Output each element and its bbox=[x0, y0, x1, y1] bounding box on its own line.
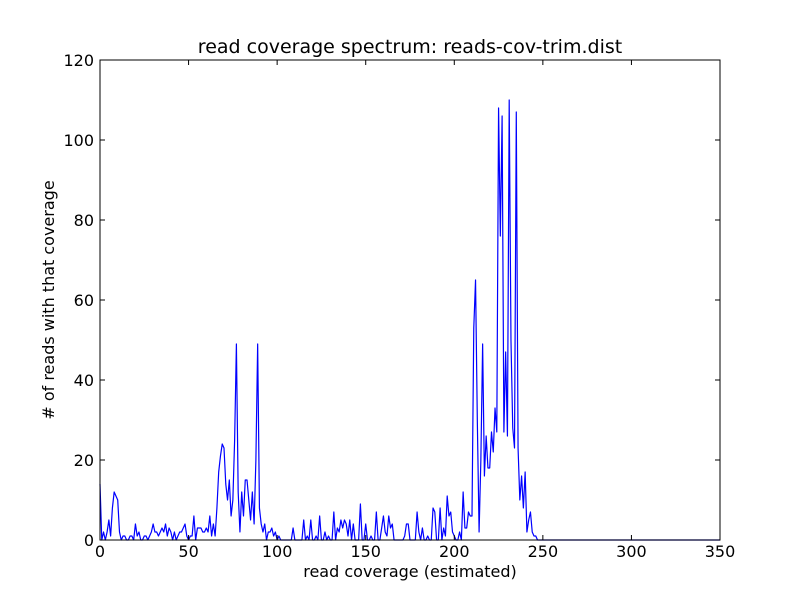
x-axis-label: read coverage (estimated) bbox=[303, 562, 517, 581]
y-tick-label: 80 bbox=[74, 211, 94, 230]
x-tick-label: 50 bbox=[178, 542, 198, 561]
y-tick-label: 0 bbox=[84, 531, 94, 550]
chart-title: read coverage spectrum: reads-cov-trim.d… bbox=[198, 36, 622, 58]
x-tick-label: 250 bbox=[528, 542, 559, 561]
y-tick-label: 40 bbox=[74, 371, 94, 390]
x-tick-label: 300 bbox=[616, 542, 647, 561]
y-tick-label: 120 bbox=[63, 51, 94, 70]
x-tick-label: 0 bbox=[95, 542, 105, 561]
y-tick-label: 100 bbox=[63, 131, 94, 150]
y-tick-label: 60 bbox=[74, 291, 94, 310]
x-tick-label: 150 bbox=[350, 542, 381, 561]
y-axis-label: # of reads with that coverage bbox=[39, 180, 58, 419]
x-tick-label: 200 bbox=[439, 542, 470, 561]
x-tick-label: 350 bbox=[705, 542, 736, 561]
y-tick-label: 20 bbox=[74, 451, 94, 470]
x-tick-label: 100 bbox=[262, 542, 293, 561]
